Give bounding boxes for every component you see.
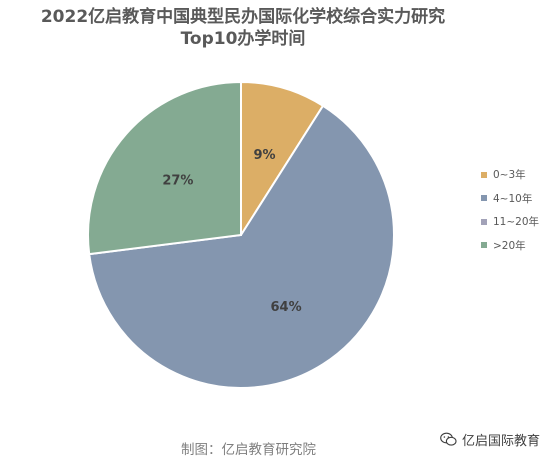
legend-label: 0~3年 — [493, 169, 526, 182]
legend-label: >20年 — [493, 239, 526, 252]
pie-slice — [240, 80, 325, 239]
legend-item: 4~10年 — [481, 187, 539, 211]
data-label: 64% — [271, 300, 302, 315]
chart-title: 2022亿启教育中国典型民办国际化学校综合实力研究 Top10办学时间 — [0, 6, 486, 50]
chart-title-line-2: Top10办学时间 — [180, 29, 306, 49]
data-label: 9% — [253, 148, 275, 163]
watermark: 亿启国际教育 — [440, 430, 540, 449]
legend-swatch — [481, 195, 487, 202]
source-credit: 制图：亿启教育研究院 — [181, 442, 316, 458]
wechat-icon — [440, 432, 457, 446]
data-label: 27% — [162, 173, 193, 188]
pie-slice — [88, 104, 395, 389]
legend-label: 4~10年 — [493, 192, 533, 205]
pie-slice — [87, 80, 242, 256]
chart-title-line-1: 2022亿启教育中国典型民办国际化学校综合实力研究 — [40, 7, 446, 27]
legend-item: >20年 — [481, 234, 539, 258]
legend-label: 11~20年 — [493, 216, 540, 229]
legend-swatch — [481, 218, 487, 225]
legend-swatch — [481, 242, 487, 249]
watermark-text: 亿启国际教育 — [462, 434, 541, 449]
chart-legend: 0~3年 4~10年 11~20年 >20年 — [481, 163, 539, 257]
legend-item: 11~20年 — [481, 210, 539, 234]
legend-swatch — [481, 171, 487, 178]
legend-item: 0~3年 — [481, 163, 539, 187]
